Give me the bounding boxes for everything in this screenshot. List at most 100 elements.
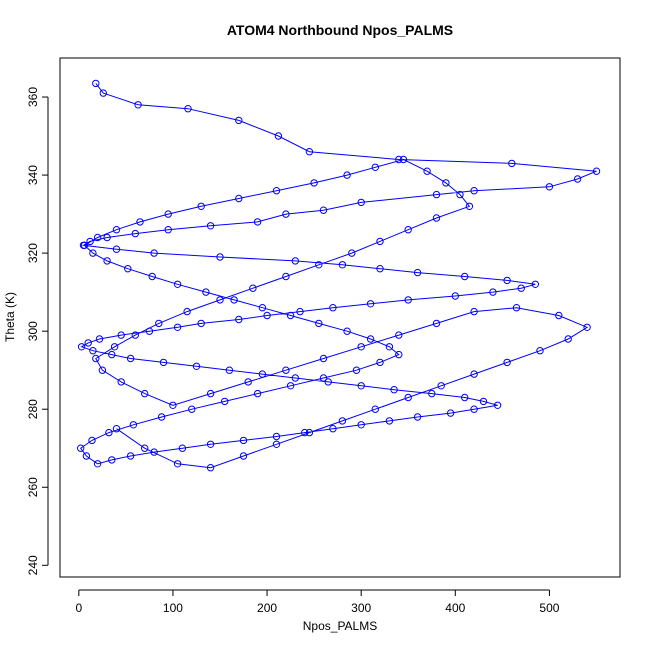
data-point	[253, 218, 262, 226]
data-point	[470, 187, 478, 195]
data-point	[235, 116, 243, 125]
data-point	[465, 202, 474, 211]
y-tick-label: 240	[26, 555, 40, 575]
data-point	[103, 257, 111, 265]
data-point	[301, 428, 309, 437]
data-point	[592, 167, 601, 175]
data-point	[446, 409, 455, 417]
data-point	[291, 374, 299, 382]
data-point	[89, 347, 97, 355]
data-point	[134, 101, 142, 109]
data-point	[159, 358, 168, 367]
data-point	[178, 444, 187, 452]
data-point	[183, 307, 191, 316]
data-point	[230, 296, 238, 304]
data-point	[343, 327, 351, 335]
data-point	[112, 245, 121, 253]
data-point	[305, 428, 314, 437]
data-point	[95, 335, 104, 343]
data-point	[376, 358, 384, 367]
data-point	[479, 397, 488, 406]
data-point	[92, 79, 100, 88]
data-point	[404, 393, 412, 402]
data-point	[99, 89, 108, 97]
data-point	[399, 155, 408, 164]
data-point	[329, 425, 337, 433]
y-tick-label: 260	[26, 477, 40, 497]
data-point	[117, 378, 125, 386]
y-tick-label: 300	[26, 321, 40, 341]
data-point	[93, 460, 102, 468]
data-point	[112, 425, 121, 433]
data-point	[413, 268, 422, 277]
data-point	[470, 405, 478, 413]
data-point	[206, 464, 215, 472]
data-point	[324, 378, 332, 386]
data-point	[338, 417, 347, 425]
data-point	[202, 288, 210, 296]
data-point	[366, 300, 375, 308]
data-point	[157, 413, 166, 421]
plot-area	[77, 79, 601, 472]
data-point	[274, 132, 283, 140]
x-tick-label: 300	[351, 601, 371, 615]
data-point	[108, 456, 116, 464]
data-point	[235, 315, 243, 324]
data-point	[206, 440, 215, 448]
x-tick-label: 500	[539, 601, 559, 615]
data-point	[77, 444, 85, 452]
data-point	[573, 175, 582, 183]
data-point	[141, 444, 149, 452]
data-point	[282, 210, 290, 218]
data-point	[305, 148, 314, 156]
data-point	[112, 226, 121, 234]
data-point	[512, 304, 521, 312]
y-tick-label: 360	[26, 87, 40, 107]
data-point	[239, 452, 248, 460]
data-point	[263, 311, 271, 320]
data-point	[357, 198, 365, 207]
data-point	[583, 323, 591, 331]
data-point	[206, 222, 215, 230]
data-point	[564, 335, 572, 343]
data-point	[437, 382, 445, 390]
data-point	[249, 284, 257, 292]
data-point	[489, 288, 497, 296]
data-point	[432, 190, 441, 199]
data-point	[131, 331, 140, 339]
data-point	[517, 284, 525, 292]
x-tick-label: 200	[257, 601, 277, 615]
data-point	[338, 261, 347, 269]
data-point	[150, 249, 158, 257]
data-point	[86, 237, 94, 246]
x-tick-label: 0	[75, 601, 82, 615]
plot-frame	[59, 57, 621, 578]
data-point	[253, 389, 262, 398]
data-point	[508, 159, 516, 168]
data-point	[428, 389, 436, 398]
data-point	[545, 183, 554, 191]
data-point	[173, 280, 182, 288]
data-point	[296, 307, 304, 316]
data-point	[310, 179, 318, 187]
data-point	[413, 413, 422, 421]
data-point	[164, 210, 172, 218]
data-point	[169, 401, 177, 409]
data-point	[92, 354, 100, 363]
data-point	[366, 335, 375, 343]
data-point	[493, 401, 502, 409]
y-axis: 240 260 280 300 320 340 360	[26, 87, 49, 575]
data-point	[432, 319, 441, 328]
data-point	[503, 276, 511, 285]
data-point	[216, 296, 224, 304]
data-point	[357, 382, 365, 390]
data-point	[272, 432, 281, 441]
data-point	[470, 370, 478, 378]
data-point	[216, 253, 224, 261]
data-point	[555, 311, 563, 320]
data-point	[395, 350, 403, 359]
data-point	[258, 370, 267, 378]
data-point	[395, 155, 403, 164]
data-point	[126, 452, 135, 460]
data-point	[376, 237, 384, 246]
